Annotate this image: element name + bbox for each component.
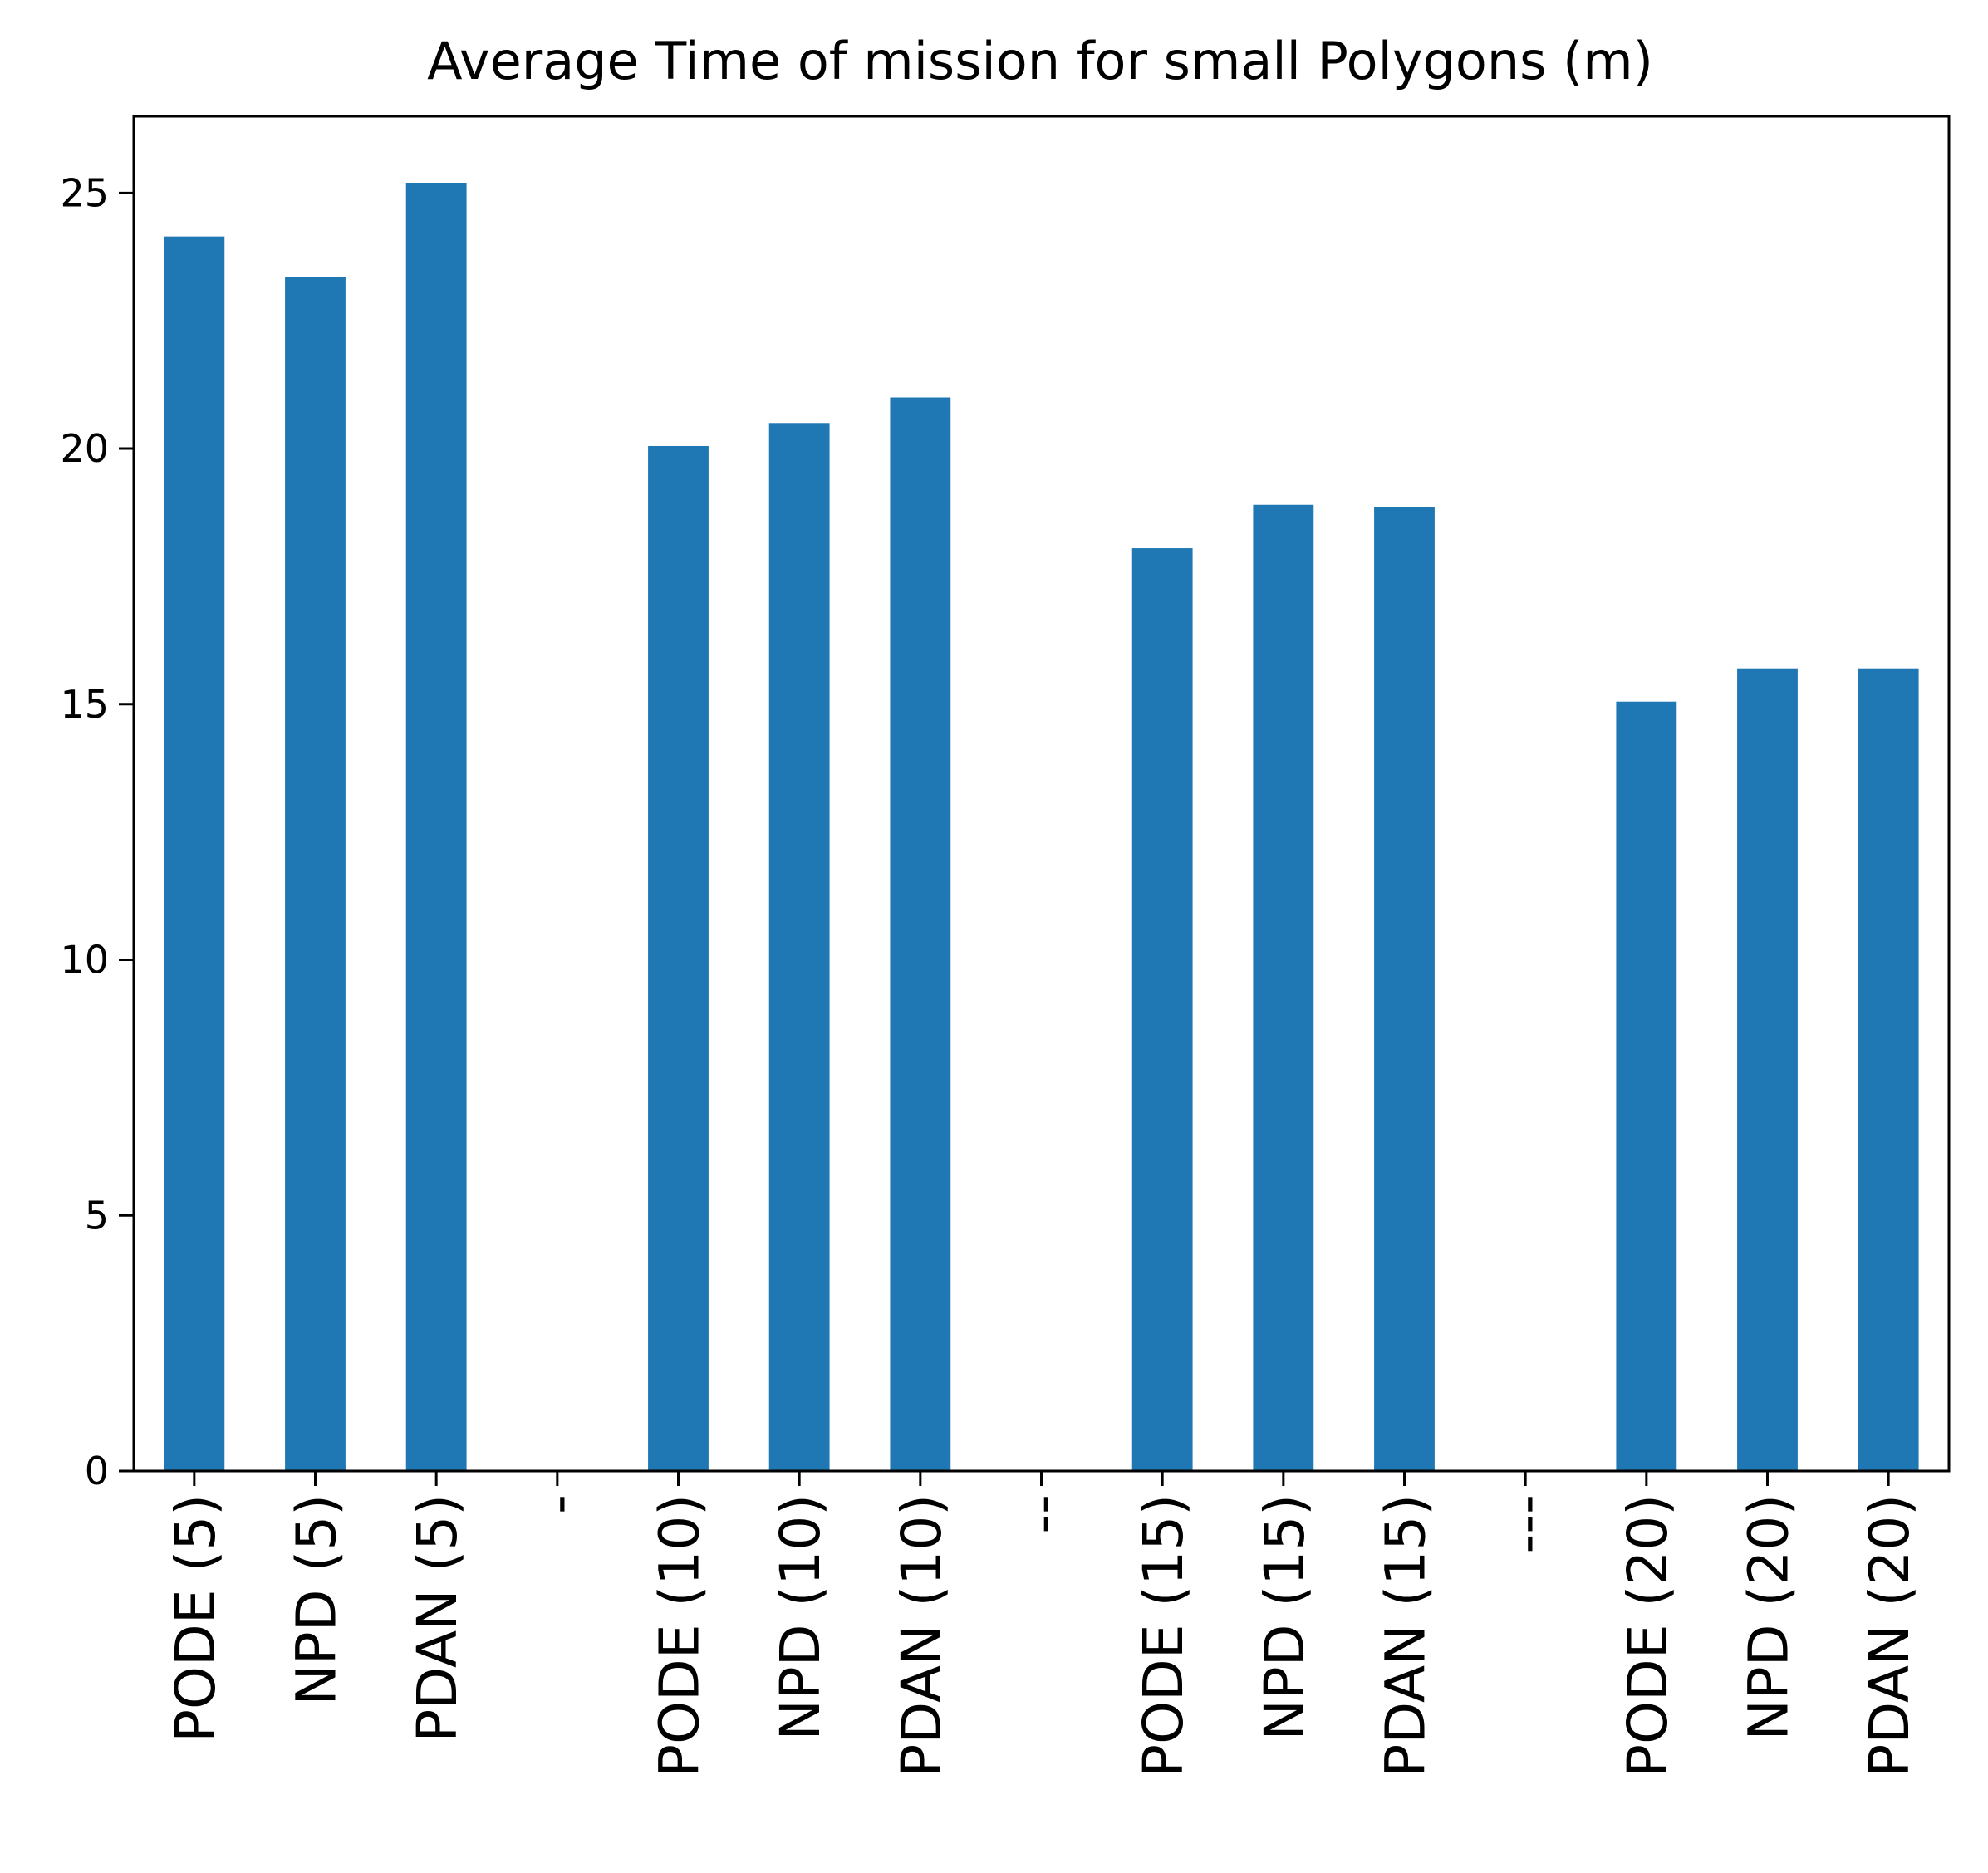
bar xyxy=(405,183,467,1471)
y-tick-label: 15 xyxy=(60,682,109,727)
x-tick-label: NPD (10) xyxy=(768,1494,832,1740)
y-tick-label: 10 xyxy=(60,938,109,983)
bar xyxy=(164,236,225,1471)
x-tick-label: PODE (15) xyxy=(1131,1494,1195,1777)
x-tick-label: NPD (15) xyxy=(1253,1494,1317,1740)
bar xyxy=(1374,507,1435,1471)
y-tick-label: 25 xyxy=(60,170,109,215)
x-tick-label: - xyxy=(527,1494,591,1514)
bar xyxy=(1737,668,1798,1471)
x-tick-label: PDAN (10) xyxy=(890,1494,954,1777)
y-axis: 0 5 10 15 20 25 xyxy=(60,170,134,1493)
bar xyxy=(1131,548,1193,1471)
bar xyxy=(768,423,830,1471)
x-tick-label: -- xyxy=(1011,1494,1075,1534)
y-tick-label: 0 xyxy=(85,1449,109,1493)
bar xyxy=(285,277,346,1471)
bar xyxy=(890,397,951,1471)
x-tick-label: PDAN (15) xyxy=(1374,1494,1438,1777)
x-tick-label: PODE (20) xyxy=(1616,1494,1680,1777)
bar xyxy=(1616,701,1677,1471)
x-axis: PODE (5) NPD (5) PDAN (5) - PODE (10) NPD (10… xyxy=(164,1471,1922,1777)
x-tick-label: PODE (10) xyxy=(648,1494,712,1777)
chart-title: Average Time of mission for small Polygo… xyxy=(427,31,1653,91)
x-tick-label: NPD (5) xyxy=(285,1494,349,1705)
bar xyxy=(648,445,709,1471)
y-tick-label: 5 xyxy=(85,1193,109,1238)
bars-group xyxy=(164,183,1919,1471)
bar xyxy=(1858,668,1919,1471)
y-tick-label: 20 xyxy=(60,426,109,471)
x-tick-label: PDAN (20) xyxy=(1858,1494,1922,1777)
x-tick-label: PODE (5) xyxy=(164,1494,228,1743)
bar xyxy=(1253,504,1314,1471)
x-tick-label: --- xyxy=(1495,1494,1558,1553)
x-tick-label: PDAN (5) xyxy=(405,1494,469,1742)
x-tick-label: NPD (20) xyxy=(1737,1494,1801,1740)
